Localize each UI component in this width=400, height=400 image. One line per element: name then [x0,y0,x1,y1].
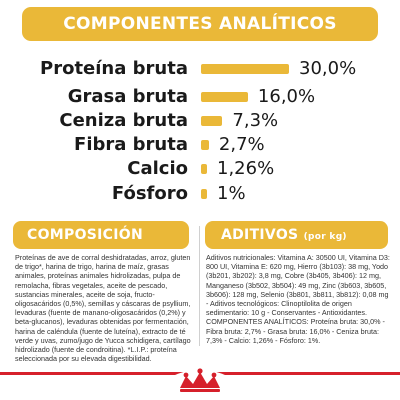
nutrient-row: Ceniza bruta 7,3% [0,110,400,132]
nutrient-label: Ceniza bruta [59,110,188,131]
composition-banner: COMPOSICIÓN [13,221,189,249]
analytical-components-banner: COMPONENTES ANALÍTICOS [22,7,378,41]
nutrient-row: Fósforo 1% [0,183,400,205]
nutrient-value: 1% [217,183,246,204]
nutrient-value: 1,26% [217,158,275,179]
nutrient-bar [201,140,209,150]
nutrient-label: Fósforo [111,183,188,204]
crown-logo-icon [166,368,234,400]
nutrient-row: Grasa bruta 16,0% [0,86,400,108]
nutrient-row: Calcio 1,26% [0,158,400,180]
nutrient-row: Fibra bruta 2,7% [0,134,400,156]
nutrient-label: Proteína bruta [40,58,188,79]
additives-title: ADITIVOS [221,227,299,243]
nutrient-bar [201,64,289,74]
nutrient-value: 30,0% [299,58,357,79]
column-divider [199,226,200,346]
additives-subtitle: (por kg) [303,232,347,242]
additives-text: Aditivos nutricionales: Vitamina A: 3050… [206,253,390,345]
nutrient-label: Grasa bruta [67,86,188,107]
nutrient-label: Calcio [127,158,188,179]
nutrient-bar [201,116,223,126]
nutrient-row: Proteína bruta 30,0% [0,58,400,80]
nutrient-bar [201,189,207,199]
composition-text: Proteínas de ave de corral deshidratadas… [15,253,191,364]
additives-banner: ADITIVOS (por kg) [205,221,388,249]
nutrient-value: 16,0% [257,86,316,107]
nutrient-bar [201,164,207,174]
nutrient-bar [201,92,248,102]
nutrient-value: 7,3% [232,110,279,131]
nutrient-value: 2,7% [218,134,265,155]
nutrient-label: Fibra bruta [74,134,188,155]
